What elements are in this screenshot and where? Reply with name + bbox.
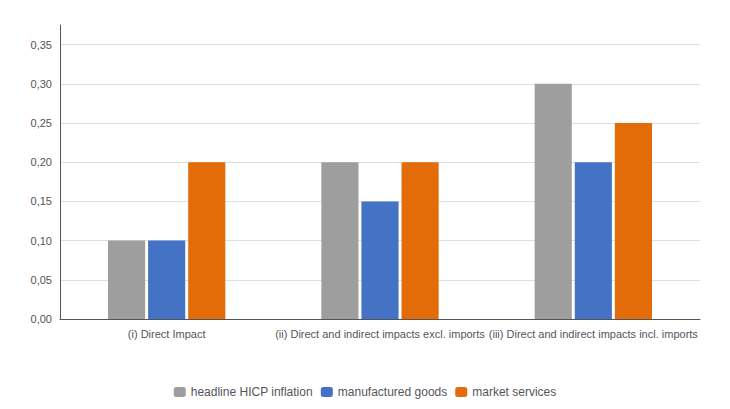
svg-text:0,35: 0,35 — [31, 39, 52, 51]
svg-text:0,00: 0,00 — [31, 313, 52, 325]
svg-text:0,15: 0,15 — [31, 195, 52, 207]
svg-text:0,10: 0,10 — [31, 235, 52, 247]
svg-text:(ii) Direct and indirect impac: (ii) Direct and indirect impacts excl. i… — [275, 328, 485, 340]
svg-text:(iii) Direct and indirect impa: (iii) Direct and indirect impacts incl. … — [489, 328, 699, 340]
svg-text:0,25: 0,25 — [31, 117, 52, 129]
svg-text:manufactured goods: manufactured goods — [338, 385, 447, 399]
svg-text:0,30: 0,30 — [31, 78, 52, 90]
svg-text:headline HICP inflation: headline HICP inflation — [191, 385, 313, 399]
svg-text:0,05: 0,05 — [31, 274, 52, 286]
svg-text:0,20: 0,20 — [31, 156, 52, 168]
svg-text:market services: market services — [472, 385, 556, 399]
svg-text:(i) Direct Impact: (i) Direct Impact — [128, 328, 206, 340]
